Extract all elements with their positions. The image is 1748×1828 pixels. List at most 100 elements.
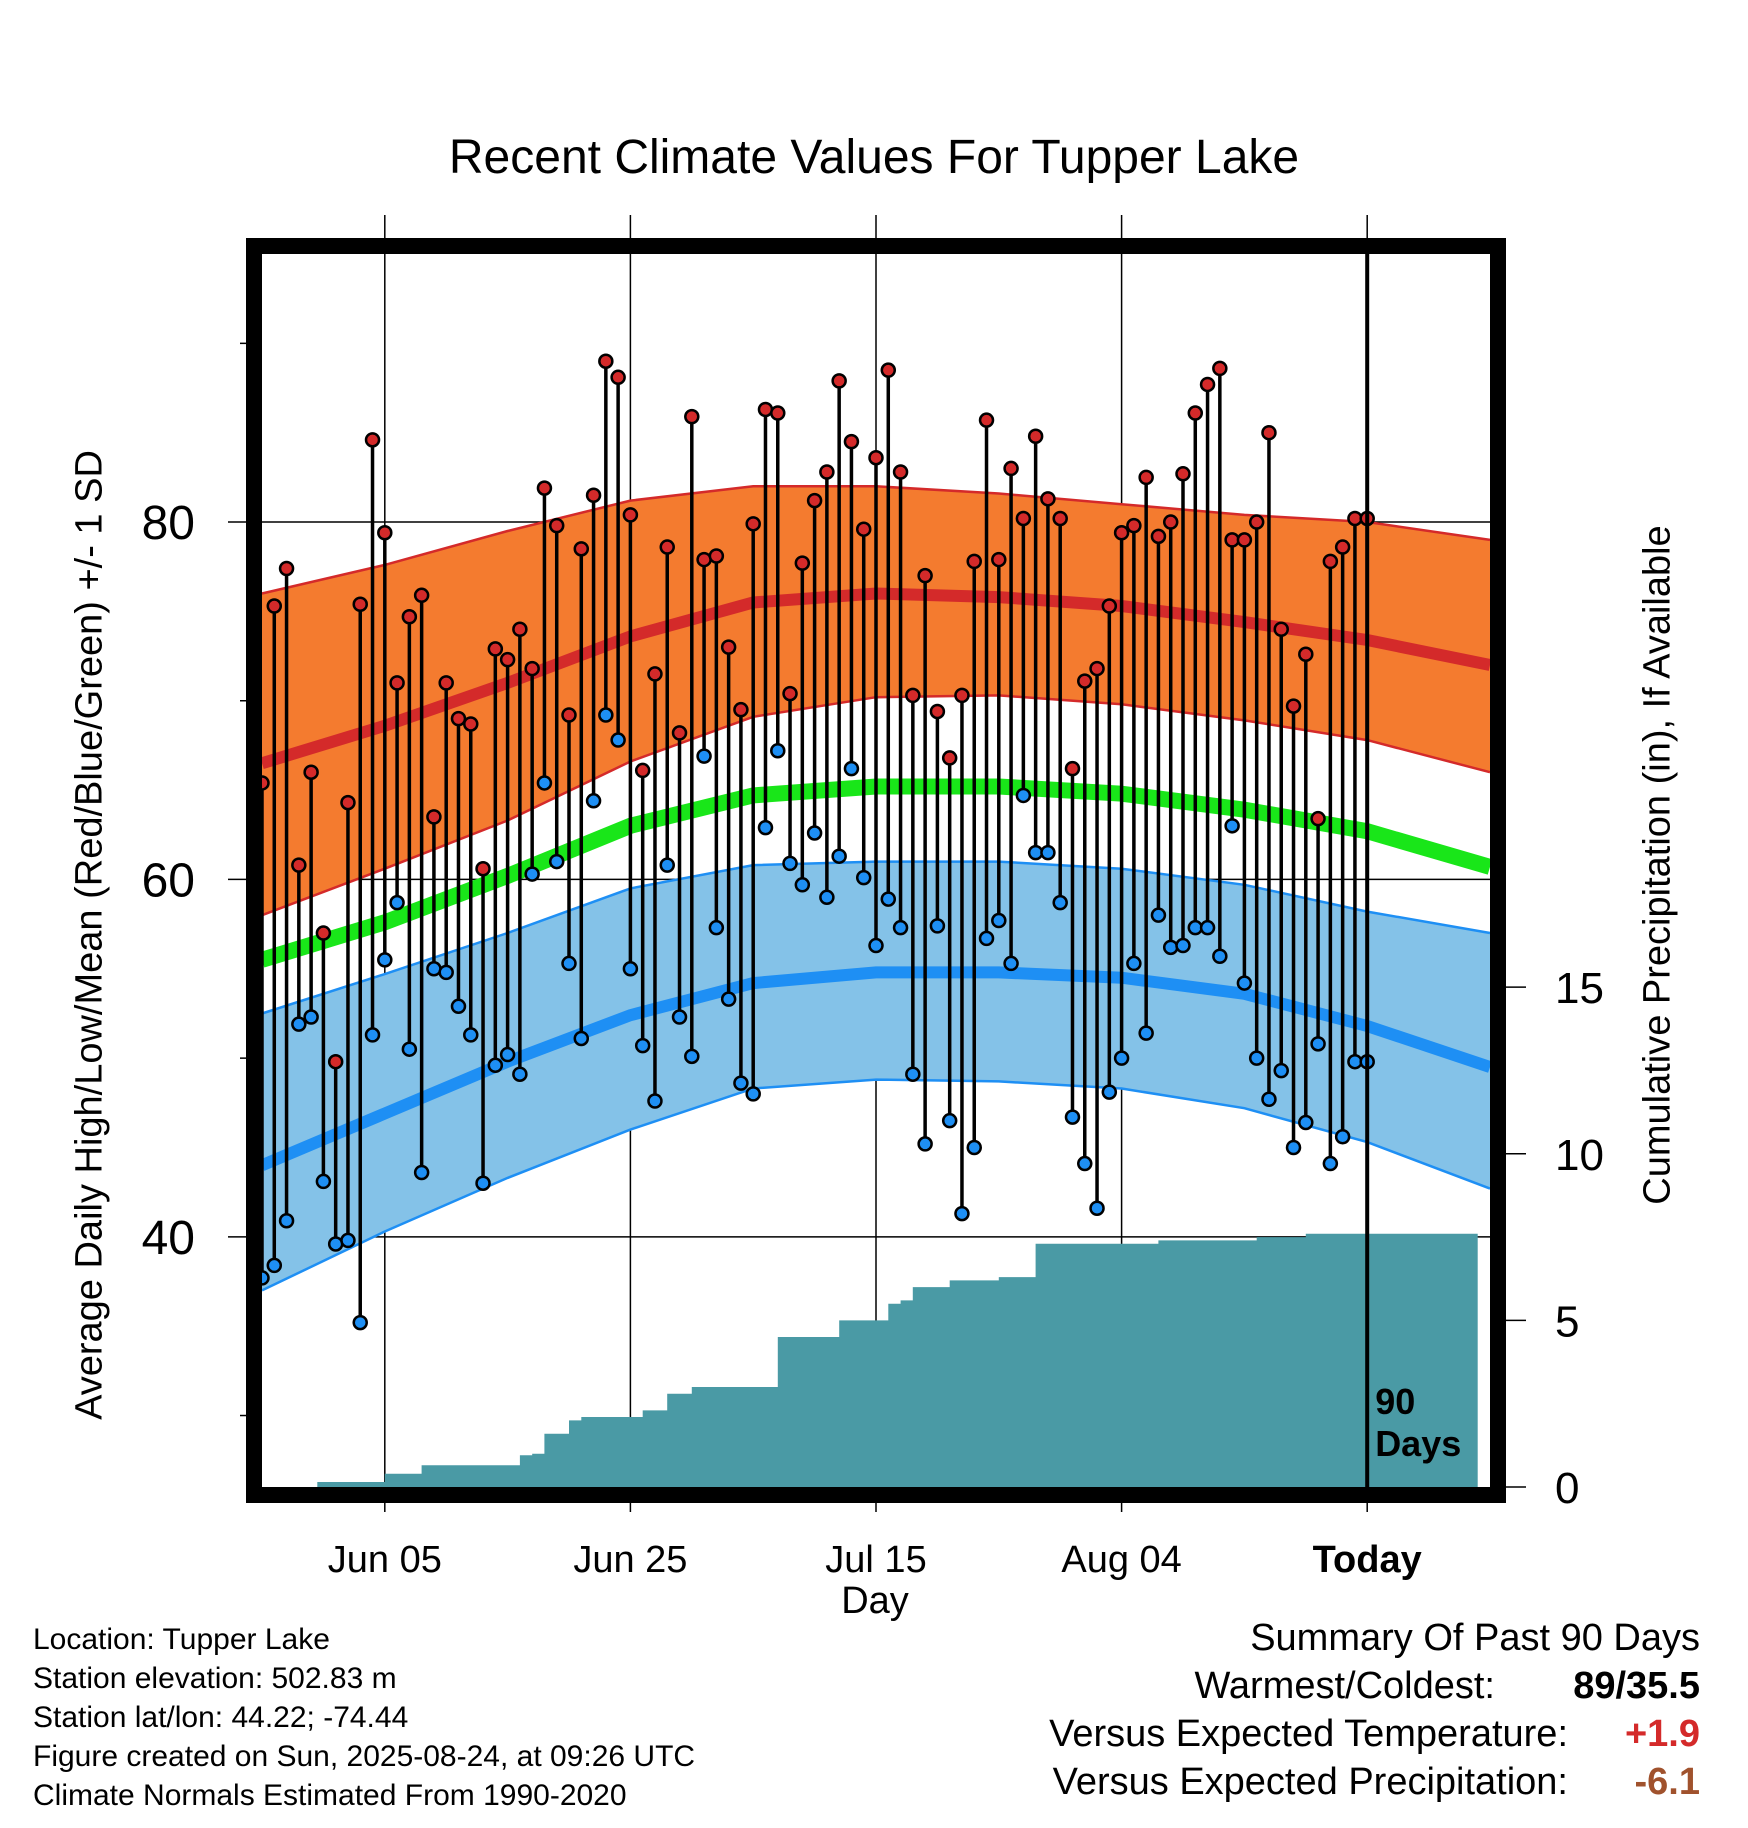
daily-high-point xyxy=(831,373,847,389)
daily-high-point xyxy=(499,651,516,668)
daily-high-point xyxy=(806,492,823,509)
daily-low-point xyxy=(1334,1129,1351,1145)
summary-heading: Summary Of Past 90 Days xyxy=(1250,1617,1700,1659)
daily-high-point xyxy=(598,353,614,369)
y2-tick-label: 5 xyxy=(1555,1297,1579,1346)
daily-high-point xyxy=(659,539,675,555)
summary-warm-cold-label: Warmest/Coldest: xyxy=(1194,1665,1495,1707)
daily-high-point xyxy=(426,809,442,825)
y2-tick-label: 15 xyxy=(1555,964,1604,1013)
daily-low-point xyxy=(401,1041,418,1057)
daily-high-point xyxy=(1248,514,1265,530)
daily-high-point xyxy=(1138,469,1154,486)
daily-low-point xyxy=(757,819,774,836)
daily-low-point xyxy=(733,1075,749,1091)
daily-low-point xyxy=(684,1048,700,1065)
daily-low-point xyxy=(413,1164,430,1181)
x-tick-label: Aug 04 xyxy=(1061,1539,1181,1581)
daily-low-point xyxy=(536,775,553,791)
daily-high-point xyxy=(1187,405,1204,421)
y2-tick-label: 0 xyxy=(1555,1464,1579,1513)
daily-high-point xyxy=(647,666,663,682)
daily-low-point xyxy=(524,866,540,882)
daily-low-point xyxy=(450,998,467,1015)
daily-low-point xyxy=(475,1175,491,1191)
daily-high-point xyxy=(991,551,1007,568)
daily-low-point xyxy=(671,1009,688,1025)
x-axis-title: Day xyxy=(841,1580,909,1622)
daily-low-point xyxy=(917,1136,933,1152)
daily-high-point xyxy=(696,551,712,568)
daily-low-point xyxy=(1052,894,1068,911)
daily-high-point xyxy=(978,412,995,428)
daily-low-point xyxy=(1224,818,1240,834)
daily-low-point xyxy=(303,1009,319,1025)
daily-high-point xyxy=(1175,466,1191,482)
daily-low-point xyxy=(377,952,393,968)
daily-high-point xyxy=(819,464,835,480)
daily-low-point xyxy=(647,1093,663,1109)
daily-high-point xyxy=(438,675,454,691)
daily-high-point xyxy=(1101,598,1118,614)
y-tick-label: 40 xyxy=(142,1212,195,1265)
daily-low-point xyxy=(831,848,847,864)
daily-values xyxy=(254,353,1375,1331)
daily-low-point xyxy=(561,955,577,972)
summary-temp-value: +1.9 xyxy=(1624,1713,1700,1755)
daily-high-point xyxy=(905,687,921,704)
daily-low-point xyxy=(426,961,442,977)
daily-high-point xyxy=(745,516,761,532)
daily-high-point xyxy=(782,685,798,702)
daily-high-point xyxy=(364,432,381,448)
daily-low-point xyxy=(892,919,909,936)
daily-high-point xyxy=(585,487,602,503)
daily-high-point xyxy=(1113,525,1130,541)
daily-high-point xyxy=(401,609,418,625)
daily-low-point xyxy=(745,1086,761,1102)
daily-low-point xyxy=(843,760,860,777)
daily-high-point xyxy=(487,641,504,657)
cumulative-precip-area xyxy=(262,1233,1478,1487)
daily-low-point xyxy=(278,1212,295,1229)
daily-low-point xyxy=(1077,1155,1093,1172)
daily-high-point xyxy=(475,860,491,877)
daily-high-point xyxy=(880,362,897,378)
daily-low-point xyxy=(880,891,897,907)
daily-high-point xyxy=(1261,424,1277,441)
daily-high-point xyxy=(843,433,860,450)
daily-low-point xyxy=(364,1027,381,1043)
daily-low-point xyxy=(696,748,712,764)
daily-high-point xyxy=(1199,376,1216,393)
y2-axis-label: Cumulative Precipitation (in), If Availa… xyxy=(1636,525,1679,1205)
daily-low-point xyxy=(991,912,1007,929)
daily-high-point xyxy=(1162,514,1179,530)
daily-high-point xyxy=(1236,532,1253,548)
daily-low-point xyxy=(794,877,811,893)
daily-high-point xyxy=(757,401,774,418)
daily-high-point xyxy=(450,710,467,727)
daily-high-point xyxy=(1089,660,1105,677)
daily-high-point xyxy=(315,925,332,941)
info-created: Figure created on Sun, 2025-08-24, at 09… xyxy=(33,1740,696,1773)
x-tick-label: Jun 25 xyxy=(573,1539,687,1581)
daily-low-point xyxy=(1113,1050,1130,1066)
daily-high-point xyxy=(1310,810,1326,827)
daily-high-point xyxy=(1040,491,1056,507)
daily-high-point xyxy=(684,408,700,425)
daily-high-point xyxy=(794,555,811,571)
daily-high-point xyxy=(573,541,590,557)
x-tick-label: Today xyxy=(1313,1539,1422,1581)
today-marker: 90 Days xyxy=(1365,254,1461,1487)
daily-low-point xyxy=(1003,955,1019,972)
daily-high-point xyxy=(917,567,933,584)
daily-low-point xyxy=(622,961,639,977)
daily-high-point xyxy=(340,794,356,811)
info-elevation: Station elevation: 502.83 m xyxy=(33,1662,397,1695)
daily-low-point xyxy=(941,1112,958,1129)
daily-low-point xyxy=(352,1314,368,1331)
daily-high-point xyxy=(1077,673,1093,689)
daily-high-point xyxy=(720,639,737,655)
daily-low-point xyxy=(855,869,872,886)
daily-low-point xyxy=(1310,1036,1326,1052)
